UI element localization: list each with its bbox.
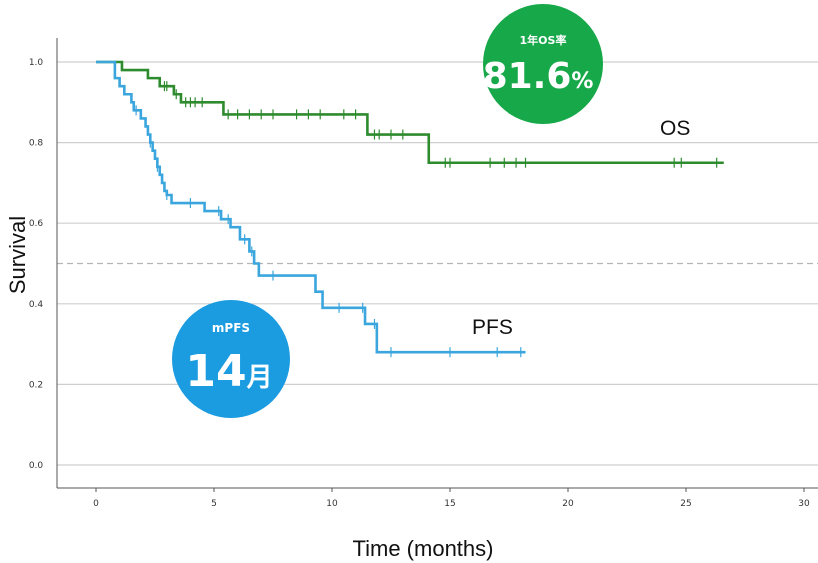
x-tick-label: 10 <box>326 499 338 509</box>
y-tick-label: 0.0 <box>29 461 44 471</box>
os-badge-value: 81.6% <box>483 56 594 97</box>
x-tick-labels: 0 5 10 15 20 25 30 <box>93 488 810 509</box>
os-rate-badge: 1年OS率 81.6% <box>483 4 603 124</box>
os-badge-unit: % <box>571 69 593 94</box>
x-tick-label: 25 <box>680 499 691 509</box>
pfs-badge-circle <box>172 300 290 418</box>
pfs-badge-value: 14月 <box>185 346 272 397</box>
x-tick-label: 0 <box>93 499 99 509</box>
pfs-badge-unit: 月 <box>246 363 273 393</box>
pfs-badge-title: mPFS <box>212 321 250 335</box>
os-badge-number: 81.6 <box>483 56 572 97</box>
y-tick-label: 0.8 <box>29 139 44 149</box>
y-tick-label: 0.2 <box>29 380 43 390</box>
x-tick-label: 15 <box>444 499 455 509</box>
y-tick-label: 0.4 <box>29 300 44 310</box>
os-curve <box>96 60 724 165</box>
y-axis-label: Survival <box>5 216 30 294</box>
x-tick-label: 30 <box>798 499 810 509</box>
y-tick-label: 1.0 <box>29 58 44 68</box>
pfs-badge-number: 14 <box>185 346 246 397</box>
axes <box>56 38 818 489</box>
os-badge-title: 1年OS率 <box>520 33 567 47</box>
os-series-label: OS <box>660 117 690 140</box>
y-tick-label: 0.6 <box>29 219 44 229</box>
os-badge-circle <box>483 4 603 124</box>
survival-curves <box>96 60 724 358</box>
y-tick-labels: 0.0 0.2 0.4 0.6 0.8 1.0 <box>29 58 44 471</box>
x-tick-label: 5 <box>211 499 217 509</box>
x-axis-label: Time (months) <box>353 536 494 561</box>
pfs-series-label: PFS <box>472 316 513 339</box>
x-tick-label: 20 <box>562 499 574 509</box>
mpfs-badge: mPFS 14月 <box>172 300 290 418</box>
pfs-curve <box>96 60 526 354</box>
